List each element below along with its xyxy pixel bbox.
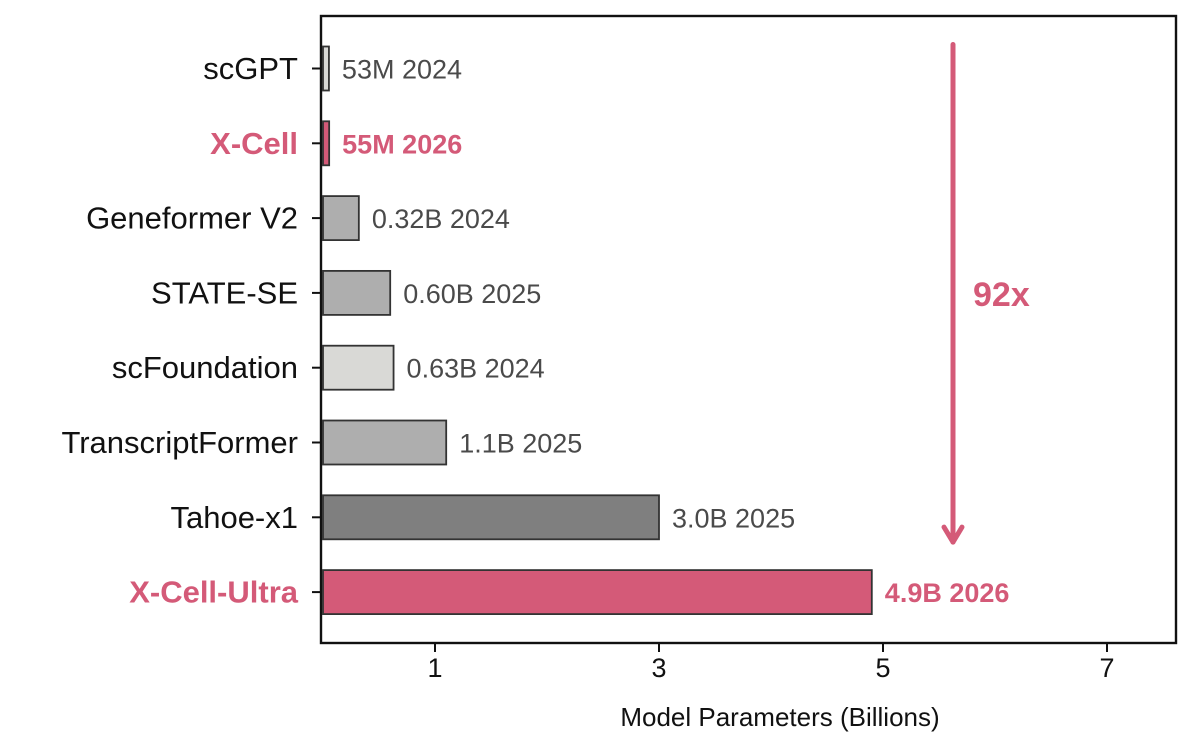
category-label: scGPT (203, 51, 298, 86)
bar-transcriptformer (322, 419, 448, 466)
plot-frame (319, 14, 1178, 645)
data-label: 0.60B 2025 (403, 279, 541, 309)
data-labels: 53M 2024 55M 2026 0.32B 2024 0.60B 2025 0.63… (342, 55, 1009, 609)
bars-layer (322, 45, 873, 615)
data-label: 55M 2026 (342, 129, 462, 159)
bar-x-cell (322, 120, 331, 167)
data-label: 0.32B 2024 (372, 204, 510, 234)
bar-scfoundation (322, 344, 395, 391)
x-tick-label: 3 (651, 653, 666, 683)
data-label: 1.1B 2025 (459, 429, 582, 459)
category-label: X-Cell (210, 126, 298, 161)
bar-tahoe-x1 (322, 494, 660, 541)
x-tick-label: 5 (875, 653, 890, 683)
data-label: 4.9B 2026 (885, 578, 1010, 608)
category-label: STATE-SE (151, 275, 298, 310)
annotation-arrow-head (941, 524, 965, 545)
bar-state-se (322, 269, 392, 316)
x-tick-label: 7 (1099, 653, 1114, 683)
x-tick-label: 1 (427, 653, 442, 683)
data-label: 53M 2024 (342, 55, 462, 85)
x-axis-label: Model Parameters (Billions) (620, 702, 939, 732)
category-label: Tahoe-x1 (170, 500, 298, 535)
bar-geneformer-v2 (322, 195, 360, 242)
annotation-ratio-label: 92x (973, 276, 1030, 314)
bar-scgpt (322, 45, 330, 92)
x-axis-ticks: 1 3 5 7 (427, 643, 1115, 683)
category-label: scFoundation (112, 350, 298, 385)
category-labels: scGPT X-Cell Geneformer V2 STATE-SE scFounda… (61, 51, 321, 610)
data-label: 3.0B 2025 (672, 503, 795, 533)
data-label: 0.63B 2024 (407, 354, 545, 384)
bar-x-cell-ultra (322, 569, 873, 615)
category-label: X-Cell-Ultra (129, 575, 299, 610)
category-label: TranscriptFormer (61, 425, 298, 460)
annotation: 92x (941, 42, 1030, 545)
category-label: Geneformer V2 (86, 201, 298, 236)
